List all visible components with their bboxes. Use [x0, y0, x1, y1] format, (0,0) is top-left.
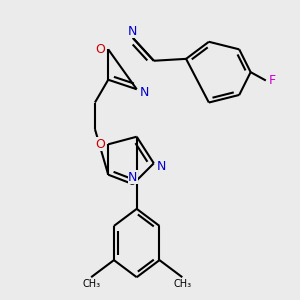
Text: O: O: [95, 43, 105, 56]
Text: N: N: [128, 25, 138, 38]
Text: O: O: [95, 138, 105, 151]
Text: N: N: [128, 171, 138, 184]
Text: N: N: [157, 160, 166, 173]
Text: F: F: [268, 74, 275, 87]
Text: N: N: [140, 86, 149, 99]
Text: CH₃: CH₃: [82, 279, 100, 289]
Text: CH₃: CH₃: [173, 279, 191, 289]
